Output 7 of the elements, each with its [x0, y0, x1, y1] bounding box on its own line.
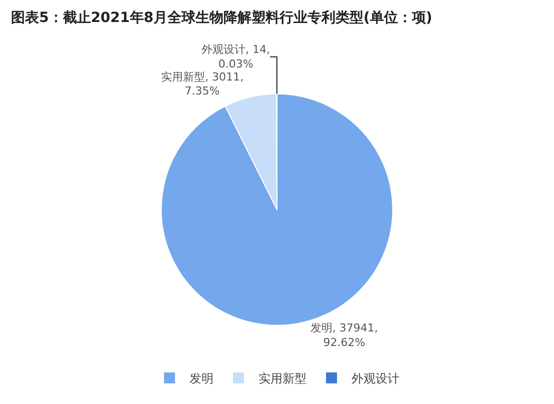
- legend-label: 实用新型: [258, 372, 306, 386]
- data-label: 发明, 37941, 92.62%: [310, 321, 378, 349]
- data-label: 实用新型, 3011, 7.35%: [160, 70, 244, 98]
- data-label: 外观设计, 14, 0.03%: [202, 43, 270, 70]
- legend-label: 外观设计: [352, 372, 400, 386]
- legend-label: 发明: [190, 372, 214, 386]
- chart-title: 图表5：截止2021年8月全球生物降解塑料行业专利类型(单位：项): [11, 8, 432, 26]
